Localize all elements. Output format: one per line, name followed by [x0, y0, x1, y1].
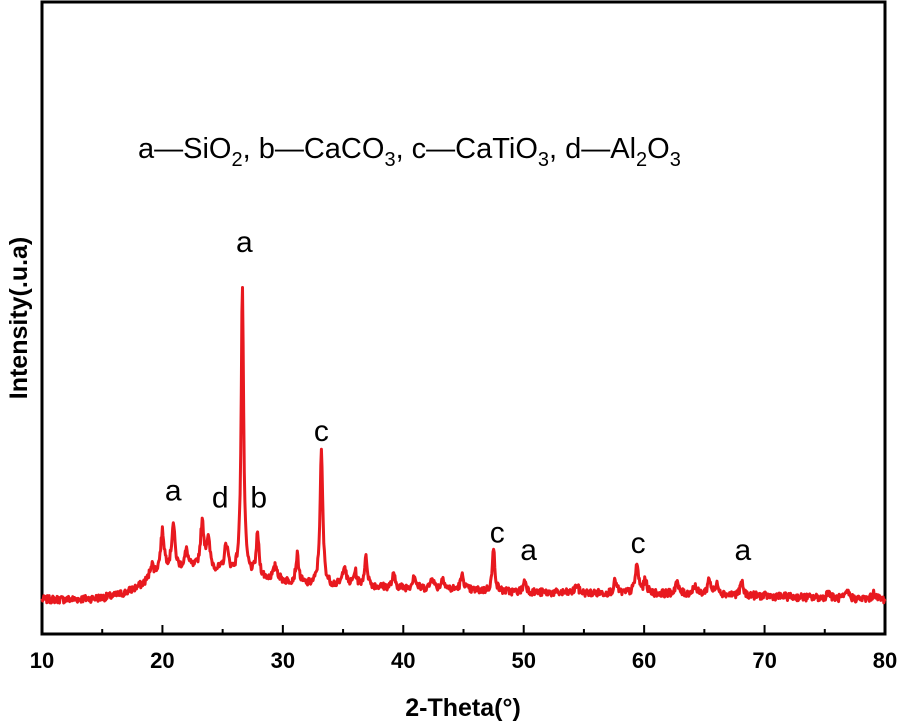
legend-sio2: a—SiO [138, 133, 231, 165]
legend-caco3-sub: 3 [384, 149, 395, 171]
legend-al2o3-sub1: 2 [636, 149, 647, 171]
x-tick-label: 30 [271, 648, 295, 673]
legend-caco3: , b—CaCO [243, 133, 385, 165]
x-tick-label: 70 [752, 648, 776, 673]
legend-sio2-sub: 2 [231, 149, 242, 171]
peak-label-a: a [236, 226, 253, 259]
x-tick-label: 60 [632, 648, 656, 673]
peak-label-c: c [631, 527, 646, 560]
x-tick-label: 40 [391, 648, 415, 673]
peak-label-d: d [212, 482, 229, 515]
peak-label-c: c [314, 415, 329, 448]
peak-label-a: a [520, 534, 537, 567]
y-axis-title: Intensity(.u.a) [5, 237, 33, 400]
legend-al2o3-o: O [647, 133, 670, 165]
legend-catio3-sub: 3 [538, 149, 549, 171]
x-tick-label: 50 [511, 648, 535, 673]
peak-label-b: b [250, 482, 267, 515]
peak-label-c: c [490, 517, 505, 550]
x-tick-label: 20 [150, 648, 174, 673]
x-tick-label: 80 [873, 648, 897, 673]
peak-label-a: a [165, 475, 182, 508]
legend-annotation: a—SiO2, b—CaCO3, c—CaTiO3, d—Al2O3 [138, 133, 681, 171]
legend-catio3: , c—CaTiO [396, 133, 538, 165]
x-axis-title: 2-Theta(°) [405, 694, 521, 722]
xrd-pattern-line [40, 286, 887, 605]
x-tick-label: 10 [30, 648, 54, 673]
legend-al2o3-sub2: 3 [670, 149, 681, 171]
plot-frame [40, 0, 887, 636]
peak-label-a: a [735, 534, 752, 567]
x-axis-tick-labels: 10 20 30 40 50 60 70 80 [30, 648, 897, 673]
legend-al2o3: , d—Al [549, 133, 636, 165]
x-axis-ticks [41, 625, 886, 634]
